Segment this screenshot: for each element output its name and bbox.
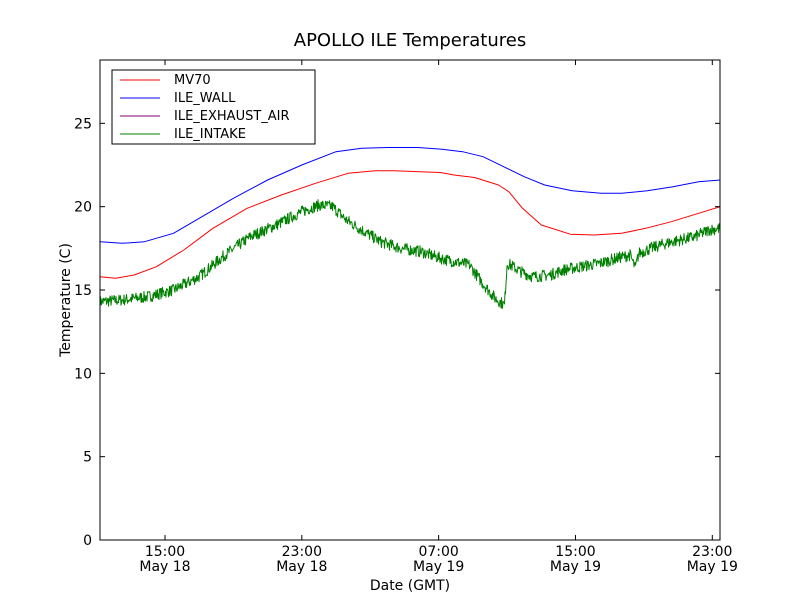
- plot-area: [99, 59, 721, 541]
- legend: MV70 ILE_WALL ILE_EXHAUST_AIR ILE_INTAKE: [111, 69, 316, 145]
- y-tick-label: 10: [74, 366, 92, 382]
- x-tick-label-time: 23:00: [282, 544, 322, 560]
- y-tick-label: 20: [74, 200, 92, 216]
- x-tick-label-date: May 18: [276, 559, 327, 575]
- x-tick-label-time: 23:00: [692, 544, 732, 560]
- y-tick-label: 5: [83, 450, 92, 466]
- x-tick-label-date: May 19: [413, 559, 464, 575]
- series-line-ile-intake: [100, 199, 720, 309]
- legend-label: MV70: [174, 73, 211, 88]
- y-axis: 0 5 10 15 20 25: [74, 116, 720, 549]
- y-axis-label: Temperature (C): [58, 243, 74, 358]
- x-tick-label-time: 07:00: [418, 544, 458, 560]
- series-line-mv70: [100, 170, 720, 279]
- x-tick-label-time: 15:00: [145, 544, 185, 560]
- plot-frame: [99, 59, 721, 541]
- legend-box: [111, 69, 316, 145]
- y-tick-label: 25: [74, 116, 92, 132]
- x-tick-label-date: May 19: [687, 559, 738, 575]
- x-tick-label-time: 15:00: [555, 544, 595, 560]
- x-tick-label-date: May 19: [550, 559, 601, 575]
- y-tick-label: 15: [74, 283, 92, 299]
- y-tick-label: 0: [83, 533, 92, 549]
- x-axis-label: Date (GMT): [370, 578, 450, 594]
- legend-label: ILE_INTAKE: [174, 127, 246, 142]
- series-line-ile-wall: [100, 147, 720, 244]
- x-tick-label-date: May 18: [139, 559, 190, 575]
- chart-title: APOLLO ILE Temperatures: [294, 30, 526, 51]
- legend-label: ILE_WALL: [174, 91, 236, 106]
- series-layer: [100, 147, 720, 309]
- legend-label: ILE_EXHAUST_AIR: [174, 109, 290, 124]
